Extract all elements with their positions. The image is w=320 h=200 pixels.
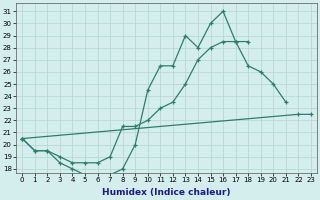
X-axis label: Humidex (Indice chaleur): Humidex (Indice chaleur)	[102, 188, 231, 197]
